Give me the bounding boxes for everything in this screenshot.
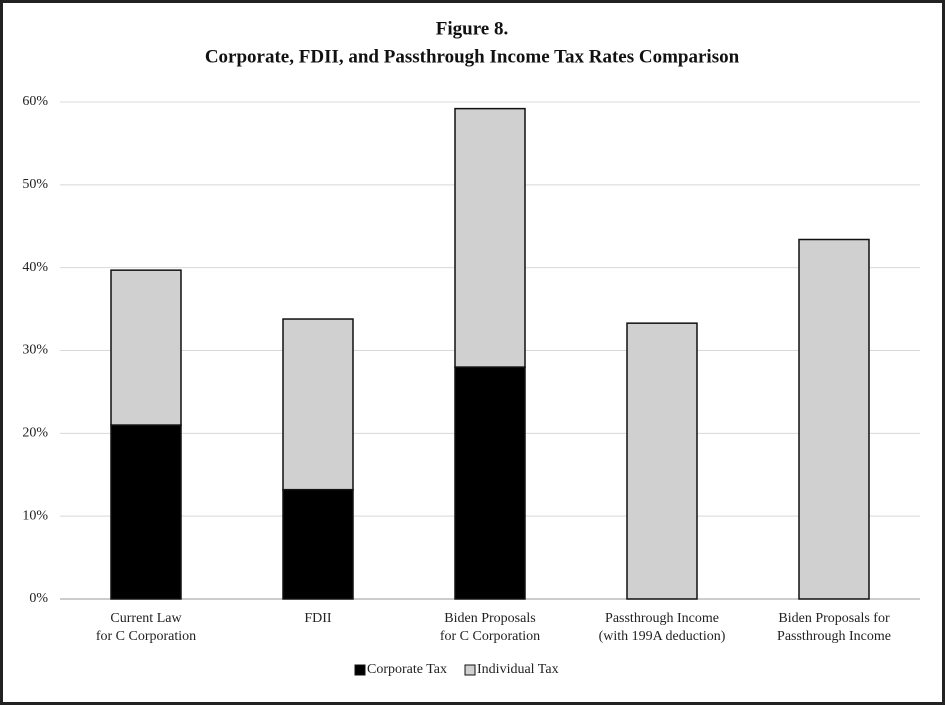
- legend-swatch: [464, 664, 476, 676]
- bar-segment: [454, 366, 526, 600]
- legend-label: Corporate Tax: [367, 662, 447, 677]
- bar-segment: [798, 238, 870, 600]
- chart-title: Figure 8.: [436, 18, 508, 39]
- bar-segment: [282, 488, 354, 600]
- legend-label: Individual Tax: [477, 662, 559, 677]
- bar-segment: [626, 322, 698, 600]
- y-tick-label: 0%: [29, 591, 48, 606]
- x-tick-label-line: Passthrough Income: [605, 611, 719, 626]
- x-tick-label-line: for C Corporation: [440, 629, 540, 644]
- bar-segment: [110, 424, 182, 600]
- x-tick-label: Current Law for C Corporation: [96, 611, 196, 644]
- y-tick-label: 60%: [22, 94, 48, 109]
- y-tick-label: 20%: [22, 426, 48, 441]
- x-tick-label-line: FDII: [304, 611, 332, 626]
- x-tick-label-line: (with 199A deduction): [599, 629, 726, 644]
- x-tick-label-line: Biden Proposals: [444, 611, 535, 626]
- x-tick-label-line: Passthrough Income: [777, 629, 891, 644]
- x-tick-label-line: Biden Proposals for: [778, 611, 890, 626]
- x-tick-label: Biden Proposals for C Corporation: [440, 611, 540, 644]
- x-tick-label: FDII: [304, 611, 332, 626]
- y-tick-label: 30%: [22, 343, 48, 358]
- x-tick-label: Passthrough Income (with 199A deduction): [599, 611, 726, 644]
- y-tick-label: 10%: [22, 508, 48, 523]
- chart-subtitle: Corporate, FDII, and Passthrough Income …: [205, 46, 740, 67]
- bar-segment: [282, 318, 354, 491]
- x-tick-label: Biden Proposals for Passthrough Income: [777, 611, 891, 644]
- bar-segment: [110, 269, 182, 426]
- x-tick-label-line: Current Law: [110, 611, 182, 626]
- bar-segment: [454, 107, 526, 368]
- legend-swatch: [354, 664, 366, 676]
- y-tick-label: 50%: [22, 177, 48, 192]
- x-tick-label-line: for C Corporation: [96, 629, 196, 644]
- y-tick-label: 40%: [22, 260, 48, 275]
